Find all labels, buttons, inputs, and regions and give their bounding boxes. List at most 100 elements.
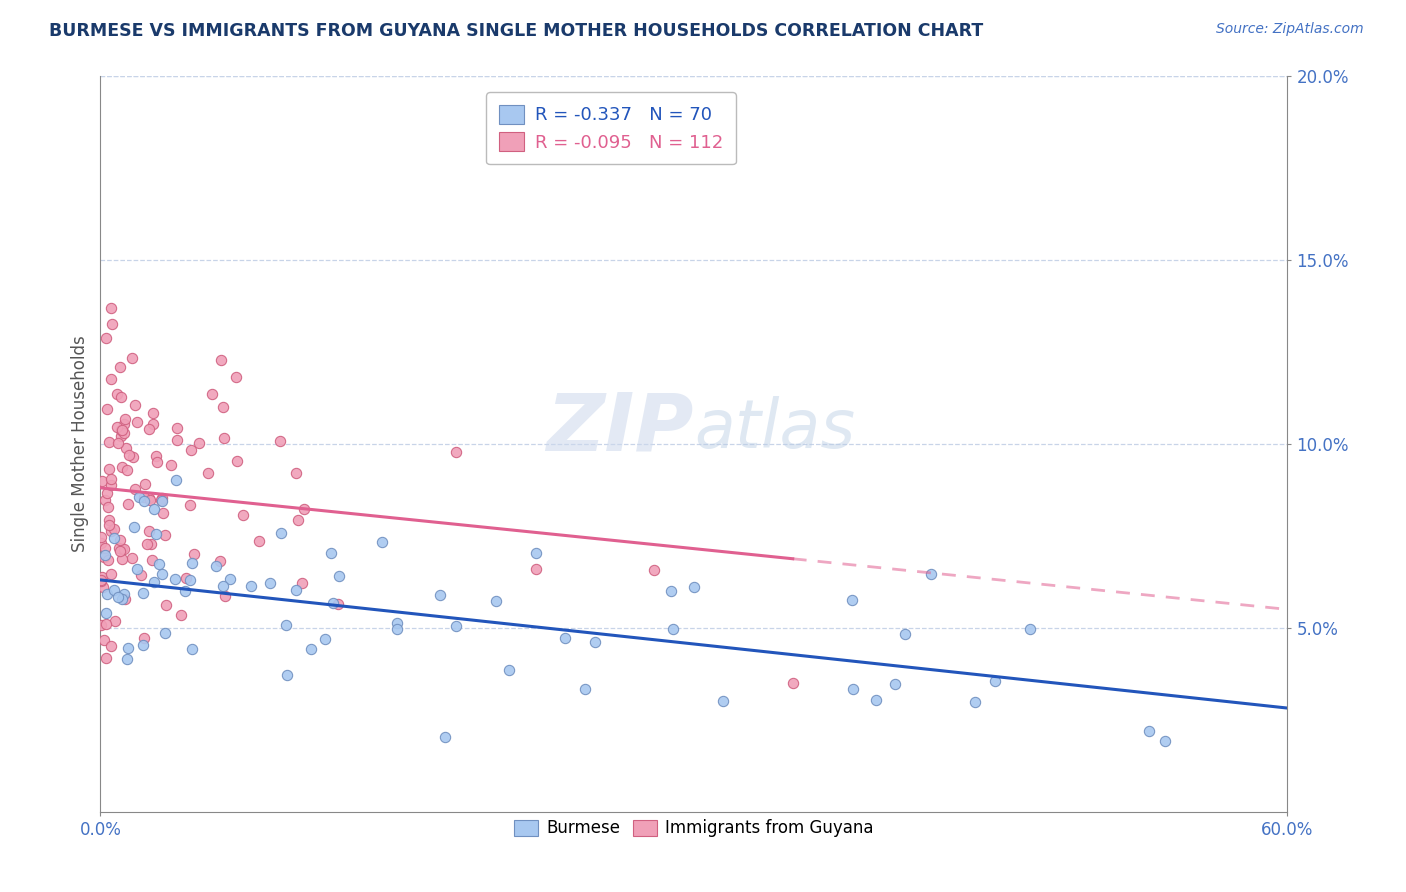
Point bbox=[284, 582, 307, 597]
Point bbox=[111, 552, 134, 566]
Point bbox=[125, 415, 148, 429]
Point bbox=[209, 353, 232, 368]
Point bbox=[132, 494, 155, 508]
Point bbox=[371, 535, 394, 549]
Point bbox=[124, 483, 146, 497]
Point bbox=[269, 434, 291, 448]
Point bbox=[239, 579, 262, 593]
Text: Source: ZipAtlas.com: Source: ZipAtlas.com bbox=[1216, 22, 1364, 37]
Point bbox=[583, 634, 606, 648]
Point bbox=[112, 586, 135, 600]
Point bbox=[150, 491, 173, 505]
Point bbox=[894, 627, 917, 641]
Point bbox=[212, 400, 235, 414]
Y-axis label: Single Mother Households: Single Mother Households bbox=[72, 335, 89, 552]
Point bbox=[115, 441, 138, 455]
Point bbox=[96, 401, 118, 416]
Point bbox=[112, 425, 135, 440]
Point bbox=[111, 541, 134, 556]
Point bbox=[132, 631, 155, 645]
Point bbox=[153, 625, 176, 640]
Point bbox=[274, 617, 297, 632]
Point bbox=[446, 619, 468, 633]
Point bbox=[326, 597, 349, 611]
Point bbox=[328, 568, 350, 582]
Point bbox=[94, 548, 117, 562]
Point bbox=[128, 490, 150, 504]
Point bbox=[108, 360, 131, 375]
Point bbox=[385, 615, 408, 630]
Point bbox=[301, 642, 323, 657]
Point bbox=[643, 563, 665, 577]
Point bbox=[94, 651, 117, 665]
Point bbox=[134, 490, 156, 504]
Point bbox=[107, 435, 129, 450]
Point bbox=[276, 668, 298, 682]
Text: atlas: atlas bbox=[693, 396, 855, 462]
Point bbox=[574, 681, 596, 696]
Point bbox=[498, 663, 520, 677]
Point bbox=[166, 473, 188, 487]
Point bbox=[100, 301, 122, 315]
Point bbox=[90, 574, 112, 588]
Point bbox=[209, 554, 232, 568]
Point bbox=[485, 594, 508, 608]
Point bbox=[212, 431, 235, 445]
Point bbox=[90, 569, 112, 583]
Point bbox=[285, 466, 308, 480]
Point bbox=[150, 494, 173, 508]
Point bbox=[91, 474, 114, 488]
Point bbox=[841, 592, 863, 607]
Point bbox=[97, 517, 120, 532]
Point bbox=[110, 423, 132, 437]
Point bbox=[110, 391, 132, 405]
Point bbox=[181, 557, 204, 571]
Point bbox=[93, 633, 115, 648]
Point bbox=[662, 622, 685, 636]
Point bbox=[155, 598, 177, 612]
Point bbox=[132, 638, 155, 652]
Point bbox=[111, 459, 134, 474]
Point bbox=[129, 568, 152, 582]
Point bbox=[433, 730, 456, 744]
Point bbox=[90, 573, 112, 587]
Point bbox=[179, 498, 201, 512]
Point bbox=[247, 534, 270, 549]
Point bbox=[97, 552, 120, 566]
Point bbox=[110, 429, 132, 443]
Point bbox=[112, 417, 135, 431]
Point bbox=[115, 652, 138, 666]
Point bbox=[131, 586, 153, 600]
Point bbox=[103, 531, 125, 545]
Point bbox=[97, 462, 120, 476]
Point bbox=[152, 506, 174, 520]
Point bbox=[93, 550, 115, 565]
Point bbox=[100, 477, 122, 491]
Point bbox=[114, 411, 136, 425]
Point bbox=[104, 614, 127, 628]
Point bbox=[1019, 622, 1042, 636]
Point bbox=[134, 477, 156, 491]
Point bbox=[138, 524, 160, 538]
Point bbox=[965, 694, 987, 708]
Point bbox=[100, 639, 122, 653]
Point bbox=[138, 492, 160, 507]
Point bbox=[214, 589, 236, 603]
Point bbox=[96, 331, 118, 345]
Point bbox=[259, 575, 281, 590]
Point bbox=[865, 693, 887, 707]
Point bbox=[524, 562, 547, 576]
Point bbox=[110, 423, 132, 437]
Point bbox=[103, 582, 125, 597]
Point bbox=[446, 445, 468, 459]
Point bbox=[105, 420, 128, 434]
Point bbox=[142, 417, 165, 431]
Point bbox=[94, 606, 117, 620]
Point bbox=[118, 448, 141, 462]
Point bbox=[111, 592, 134, 607]
Point bbox=[160, 458, 183, 472]
Point bbox=[108, 544, 131, 558]
Point bbox=[117, 463, 139, 477]
Point bbox=[429, 588, 451, 602]
Point bbox=[148, 557, 170, 571]
